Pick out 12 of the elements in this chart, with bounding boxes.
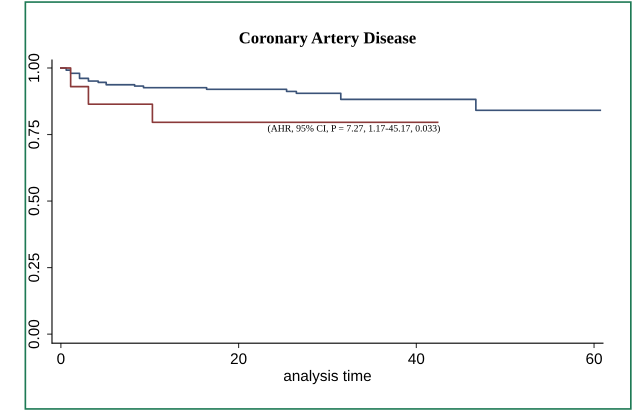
x-tick-label: 20 xyxy=(230,353,246,364)
chart-title: Coronary Artery Disease xyxy=(240,32,416,47)
x-tick-label: 60 xyxy=(586,353,602,364)
y-tick-label: 1.00 xyxy=(28,54,40,82)
y-tick-label: 0.00 xyxy=(28,320,40,348)
y-tick-label: 0.50 xyxy=(28,186,40,216)
annotation: (AHR, 95% CI, P = 7.27, 1.17-45.17, 0.033) xyxy=(268,124,440,134)
x-axis-title: analysis time xyxy=(284,370,371,384)
y-tick-label: 0.75 xyxy=(28,120,40,149)
x-tick-label: 0 xyxy=(57,353,65,364)
y-tick-label: 0.25 xyxy=(28,253,40,282)
x-tick-label: 40 xyxy=(408,353,424,364)
